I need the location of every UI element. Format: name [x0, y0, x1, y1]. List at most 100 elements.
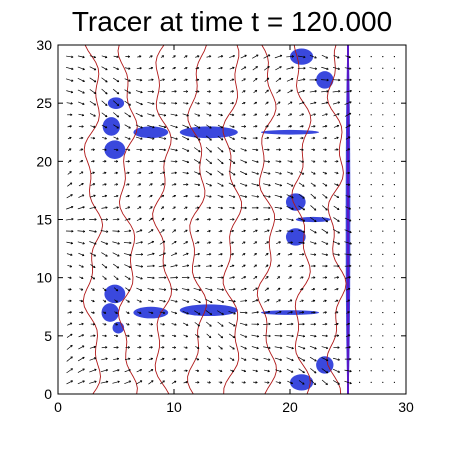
velocity-arrowhead	[324, 276, 328, 279]
velocity-dot	[393, 230, 395, 232]
velocity-arrowhead	[243, 125, 246, 128]
velocity-arrow	[112, 369, 120, 372]
velocity-arrow	[264, 287, 269, 291]
velocity-arrowhead	[254, 252, 257, 256]
velocity-arrow	[309, 67, 317, 70]
velocity-arrowhead	[173, 217, 176, 221]
velocity-arrow	[101, 263, 108, 269]
velocity-arrowhead	[208, 346, 211, 350]
velocity-arrowhead	[186, 312, 189, 315]
velocity-arrowhead	[117, 242, 120, 245]
velocity-arrowhead	[81, 113, 85, 117]
velocity-arrow	[228, 300, 236, 302]
velocity-arrow	[124, 100, 131, 106]
velocity-arrow	[147, 136, 155, 140]
velocity-arrowhead	[325, 219, 328, 223]
velocity-arrow	[147, 288, 155, 291]
velocity-arrowhead	[185, 206, 188, 209]
velocity-arrow	[182, 136, 190, 141]
velocity-arrowhead	[301, 264, 304, 268]
velocity-arrowhead	[244, 137, 247, 140]
velocity-arrowhead	[231, 369, 235, 373]
velocity-arrowhead	[196, 229, 200, 233]
velocity-arrowhead	[302, 347, 306, 350]
velocity-arrowhead	[175, 288, 178, 291]
velocity-dot	[359, 323, 361, 325]
velocity-arrow	[263, 369, 270, 372]
velocity-arrow	[251, 183, 259, 186]
velocity-arrowhead	[220, 358, 223, 361]
velocity-dot	[382, 311, 384, 314]
velocity-arrowhead	[336, 334, 340, 337]
velocity-arrow	[147, 113, 155, 117]
velocity-arrow	[275, 77, 282, 83]
velocity-arrow	[345, 206, 351, 210]
velocity-arrowhead	[71, 229, 74, 233]
velocity-arrowhead	[116, 194, 119, 198]
velocity-arrowhead	[208, 335, 212, 339]
velocity-arrowhead	[209, 312, 213, 316]
velocity-arrowhead	[197, 346, 200, 349]
velocity-arrowhead	[70, 380, 73, 383]
velocity-arrow	[287, 311, 293, 314]
velocity-arrowhead	[175, 300, 178, 303]
velocity-arrow	[333, 113, 340, 117]
velocity-arrow	[125, 148, 131, 151]
velocity-arrowhead	[337, 264, 340, 268]
velocity-arrowhead	[312, 148, 316, 151]
velocity-arrowhead	[349, 253, 352, 256]
velocity-dot	[382, 288, 384, 290]
velocity-arrow	[252, 66, 258, 71]
velocity-arrowhead	[231, 78, 235, 81]
velocity-arrow	[205, 310, 212, 315]
velocity-arrowhead	[266, 252, 269, 256]
velocity-arrow	[66, 380, 73, 385]
velocity-arrowhead	[301, 125, 304, 128]
tracer-blob-6	[261, 129, 319, 135]
velocity-arrowhead	[92, 288, 95, 291]
velocity-arrowhead	[325, 101, 329, 105]
velocity-arrow	[240, 159, 247, 164]
velocity-arrowhead	[208, 66, 211, 70]
velocity-arrow	[322, 125, 328, 128]
velocity-arrowhead	[220, 113, 223, 117]
velocity-arrowhead	[313, 136, 316, 140]
velocity-arrow	[135, 276, 143, 280]
velocity-arrow	[78, 194, 85, 198]
velocity-arrowhead	[232, 264, 235, 268]
velocity-arrow	[218, 357, 223, 361]
y-tick-label: 20	[36, 153, 52, 169]
velocity-arrowhead	[245, 311, 248, 315]
velocity-arrowhead	[152, 125, 155, 129]
velocity-arrow	[344, 217, 352, 222]
velocity-arrow	[206, 124, 212, 129]
velocity-arrowhead	[70, 356, 73, 359]
velocity-arrowhead	[139, 300, 142, 303]
velocity-arrow	[182, 113, 189, 117]
velocity-arrow	[65, 78, 74, 82]
velocity-arrowhead	[174, 380, 177, 384]
velocity-arrowhead	[185, 369, 188, 372]
velocity-arrowhead	[186, 149, 190, 152]
velocity-arrow	[252, 299, 259, 303]
velocity-arrow	[206, 253, 212, 256]
velocity-arrow	[89, 77, 97, 83]
velocity-arrowhead	[94, 242, 97, 245]
velocity-arrowhead	[291, 184, 294, 187]
velocity-arrowhead	[186, 300, 190, 303]
y-tick-label: 5	[44, 328, 52, 344]
velocity-arrowhead	[69, 171, 72, 174]
velocity-arrowhead	[313, 184, 316, 187]
velocity-arrow	[182, 265, 189, 268]
velocity-arrowhead	[163, 102, 166, 105]
velocity-arrowhead	[92, 299, 95, 303]
velocity-arrowhead	[105, 67, 108, 71]
velocity-arrowhead	[152, 276, 155, 280]
velocity-dot	[370, 207, 372, 209]
velocity-arrowhead	[93, 80, 97, 83]
velocity-arrowhead	[173, 67, 176, 70]
velocity-arrowhead	[198, 126, 201, 129]
velocity-arrowhead	[82, 218, 86, 221]
velocity-arrowhead	[93, 91, 97, 95]
velocity-arrow	[194, 135, 201, 141]
